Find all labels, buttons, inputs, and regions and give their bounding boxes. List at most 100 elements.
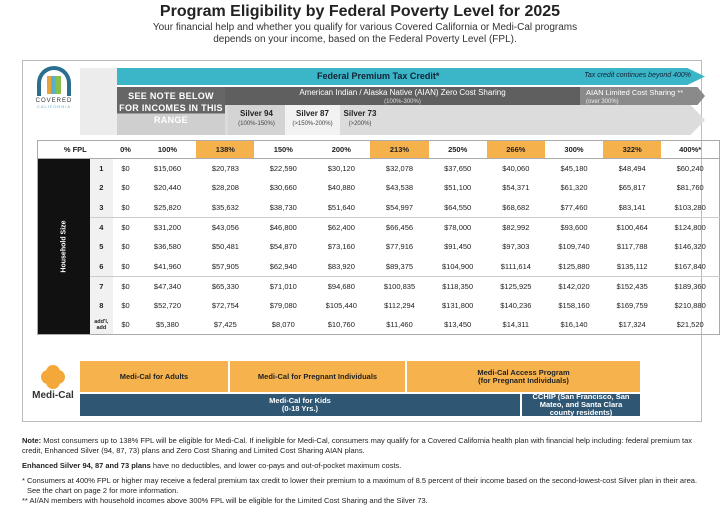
income-cell: $5,380 xyxy=(155,320,179,330)
income-cell: $93,600 xyxy=(544,216,604,237)
income-cell: $52,720 xyxy=(153,300,182,310)
footnote-1: * Consumers at 400% FPL or higher may re… xyxy=(22,476,698,495)
income-cell: $78,000 xyxy=(428,216,487,237)
column-header: 138% xyxy=(196,140,255,159)
income-cell: $131,800 xyxy=(442,300,474,310)
spacer xyxy=(80,68,117,135)
income-cell: $71,010 xyxy=(254,275,313,296)
medi-cal-logo: Medi-Cal xyxy=(28,368,78,401)
income-cell: $25,820 xyxy=(153,202,182,212)
tax-credit-label: Federal Premium Tax Credit* xyxy=(317,71,440,81)
cchip: CCHIP (San Francisco, San Mateo, and San… xyxy=(522,393,640,417)
income-cell: $158,160 xyxy=(558,300,590,310)
income-cell: $65,330 xyxy=(196,275,255,296)
income-cell: $35,632 xyxy=(211,202,239,212)
income-cell: $48,494 xyxy=(618,164,646,174)
enhanced-paragraph: Enhanced Silver 94, 87 and 73 plans have… xyxy=(22,461,402,470)
household-size: 7 xyxy=(90,275,113,296)
income-cell: $7,425 xyxy=(213,320,237,330)
footnote-2: ** AI/AN members with household incomes … xyxy=(22,496,428,505)
income-cell: $51,640 xyxy=(327,202,355,212)
income-cell: $72,754 xyxy=(211,300,239,310)
table-row: 2 $0 $20,440 $28,208 $30,660 $40,880 $43,538 $5… xyxy=(38,178,720,198)
income-cell: $50,481 xyxy=(211,242,239,252)
medi-cal-kids: Medi-Cal for Kids (0-18 Yrs.) xyxy=(80,394,520,416)
column-header: % FPL xyxy=(37,140,113,159)
income-cell: $8,070 xyxy=(271,320,295,330)
income-cell: $0 xyxy=(112,275,139,296)
income-cell: $46,800 xyxy=(254,216,313,237)
column-header: 322% xyxy=(603,140,662,159)
income-cell: $61,320 xyxy=(560,183,588,193)
silver-73: Silver 73 (>200%) xyxy=(343,109,377,127)
income-cell: $73,160 xyxy=(327,242,355,252)
income-cell: $167,840 xyxy=(674,261,706,271)
income-cell: $41,960 xyxy=(153,261,182,271)
income-cell: $125,925 xyxy=(486,275,545,296)
income-cell: $37,650 xyxy=(444,164,472,174)
column-header: 100% xyxy=(138,140,197,159)
household-size: 4 xyxy=(90,216,113,237)
income-cell: $16,140 xyxy=(560,320,588,330)
income-cell: $0 xyxy=(121,300,130,310)
income-cell: $54,870 xyxy=(269,242,297,252)
income-cell: $0 xyxy=(121,164,130,174)
see-note-box: SEE NOTE BELOW FOR INCOMES IN THIS RANGE xyxy=(117,87,225,135)
income-cell: $54,371 xyxy=(502,183,530,193)
column-header: 213% xyxy=(370,140,429,159)
income-cell: $31,200 xyxy=(138,216,197,237)
income-cell: $0 xyxy=(121,261,130,271)
income-cell: $20,440 xyxy=(153,183,182,193)
income-cell: $45,180 xyxy=(560,164,588,174)
income-cell: $0 xyxy=(121,320,130,330)
chart-frame xyxy=(22,60,702,422)
income-cell: $89,375 xyxy=(385,261,414,271)
income-cell: $77,460 xyxy=(560,202,588,212)
income-cell: $65,817 xyxy=(618,183,646,193)
income-cell: $152,435 xyxy=(603,275,662,296)
column-header: 200% xyxy=(312,140,371,159)
income-cell: $66,456 xyxy=(370,216,429,237)
column-header: 400%* xyxy=(661,140,720,159)
table-row: 5 $0 $36,580 $50,481 $54,870 $73,160 $77,916 $9… xyxy=(38,236,720,257)
income-cell: $28,208 xyxy=(211,183,239,193)
income-cell: $125,880 xyxy=(558,261,590,271)
aian-limited-bar: AIAN Limited Cost Sharing ** (over 300%) xyxy=(580,87,705,105)
income-cell: $43,538 xyxy=(385,183,414,193)
income-cell: $100,835 xyxy=(370,275,429,296)
page-title: Program Eligibility by Federal Poverty L… xyxy=(159,3,561,20)
income-cell: $62,400 xyxy=(312,216,371,237)
income-cell: $142,020 xyxy=(544,275,604,296)
income-cell: $32,078 xyxy=(385,164,414,174)
footnotes: Note: Most consumers up to 138% FPL will… xyxy=(22,436,702,506)
income-cell: $111,614 xyxy=(500,261,531,271)
income-cell: $0 xyxy=(121,183,130,193)
table-row: 3 $0 $25,820 $35,632 $38,730 $51,640 $54,997 $6… xyxy=(38,197,720,218)
income-cell: $36,580 xyxy=(153,242,182,252)
income-cell: $43,056 xyxy=(196,216,255,237)
aian-zero-cost-bar: American Indian / Alaska Native (AIAN) Z… xyxy=(225,87,580,105)
household-size: 8 xyxy=(90,295,113,316)
income-cell: $20,783 xyxy=(211,164,239,174)
income-cell: $118,350 xyxy=(428,275,487,296)
fpl-table: % FPL 0% 100% 138% 150% 200% 213% 250% 266% 300% 3… xyxy=(37,140,720,336)
income-cell: $146,320 xyxy=(674,242,706,252)
income-cell: $91,450 xyxy=(444,242,472,252)
income-cell: $0 xyxy=(121,242,130,252)
income-cell: $124,800 xyxy=(661,216,720,237)
income-cell: $210,880 xyxy=(674,300,706,310)
income-cell: $82,992 xyxy=(486,216,545,237)
logo-text: COVERED xyxy=(35,98,73,104)
covered-california-logo: COVERED CALIFORNIA xyxy=(30,66,78,112)
household-size: 6 xyxy=(90,256,113,277)
income-cell: $105,440 xyxy=(325,300,357,310)
income-cell: $189,360 xyxy=(661,275,720,296)
income-cell: $0 xyxy=(112,216,139,237)
income-cell: $51,100 xyxy=(444,183,472,193)
medi-cal-adults: Medi-Cal for Adults xyxy=(80,361,228,392)
note-paragraph: Note: Most consumers up to 138% FPL will… xyxy=(22,436,693,455)
household-size: 3 xyxy=(90,197,113,218)
column-header: 0% xyxy=(112,140,139,159)
income-cell: $47,340 xyxy=(138,275,197,296)
column-header: 250% xyxy=(428,140,487,159)
